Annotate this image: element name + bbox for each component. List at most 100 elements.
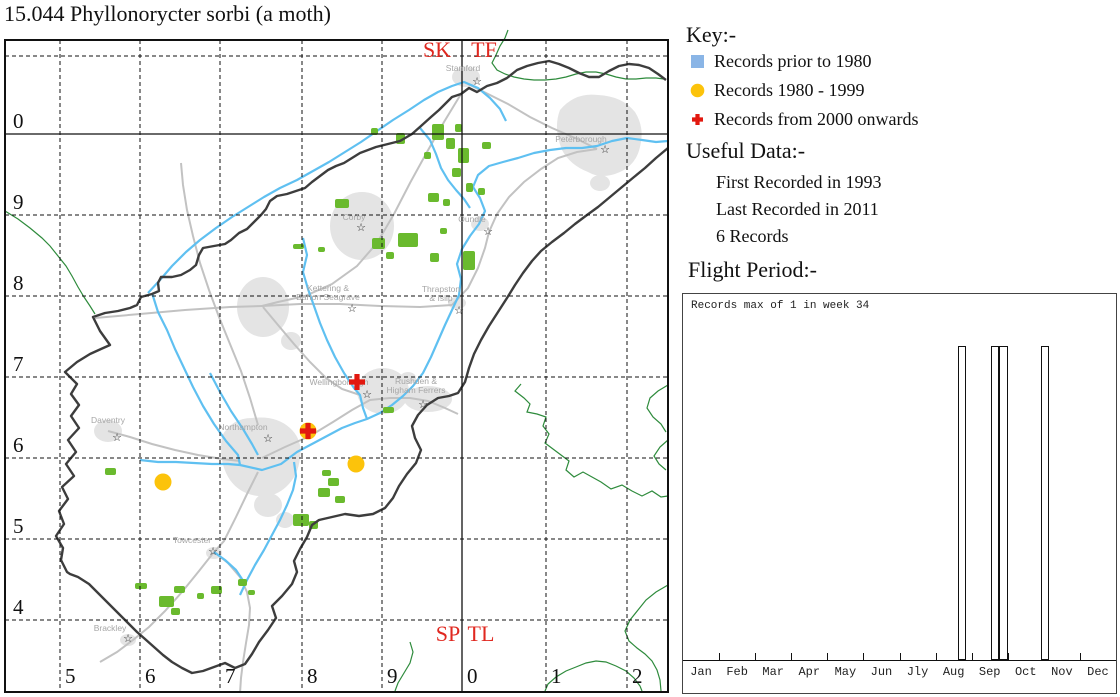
river-tove <box>239 461 298 596</box>
row-label: 0 <box>13 109 24 133</box>
urban-area <box>254 493 282 517</box>
urban-brackley <box>120 634 136 646</box>
green-boundary <box>394 641 414 692</box>
urban-stamford <box>452 67 480 87</box>
row-label: 7 <box>13 352 24 376</box>
month-label: Jly <box>906 665 929 679</box>
town-star-icon: ☆ <box>483 226 493 238</box>
record-marker-2000-onwards <box>300 423 316 439</box>
flight-period-heading: Flight Period:- <box>688 257 817 282</box>
county-boundary-path <box>54 59 669 675</box>
grid-labels-layer: 0 9 8 7 6 5 4 5 6 7 8 9 0 1 2 SK TF SP TL <box>13 37 643 688</box>
river-branch <box>139 458 241 467</box>
town-star-icon: ☆ <box>472 76 482 88</box>
record-marker-1980-1999 <box>154 473 172 491</box>
town-star-icon: ☆ <box>347 303 357 315</box>
flight-bar-week-38 <box>991 346 1000 660</box>
urban-area <box>400 372 416 384</box>
month-tick <box>755 653 757 660</box>
useful-data-heading: Useful Data:- <box>686 138 806 163</box>
row-label: 9 <box>13 190 24 214</box>
green-boundary <box>491 29 665 81</box>
col-label: 1 <box>551 664 562 688</box>
urban-areas-layer <box>94 67 642 646</box>
town-label: Higham Ferrers <box>386 385 445 395</box>
town-label: Northampton <box>218 422 267 432</box>
month-label: Dec <box>1087 665 1109 679</box>
road <box>180 162 259 426</box>
town-star-icon: ☆ <box>112 432 122 444</box>
flight-chart-note: Records max of 1 in week 34 <box>691 300 870 312</box>
map-frame <box>4 39 669 693</box>
grid-letter-SP: SP <box>436 621 460 646</box>
row-label: 8 <box>13 271 24 295</box>
town-star-icon: ☆ <box>263 433 273 445</box>
blue-square-icon <box>691 55 704 68</box>
col-label: 2 <box>632 664 643 688</box>
record-count-line: 6 Records <box>716 226 789 246</box>
town-star-icon: ☆ <box>356 222 366 234</box>
grid-letter-TL: TL <box>468 621 495 646</box>
month-tick <box>899 653 901 660</box>
row-label: 4 <box>13 595 24 619</box>
town-label: Towcester <box>173 535 211 545</box>
month-tick <box>719 653 721 660</box>
road <box>107 430 241 462</box>
col-label: 8 <box>307 664 318 688</box>
town-label: Rushden & <box>395 376 437 386</box>
green-boundary <box>653 439 669 471</box>
town-label: Wellingborough <box>310 377 369 387</box>
town-star-icon: ☆ <box>123 633 133 645</box>
page-title: 15.044 Phyllonorycter sorbi (a moth) <box>4 1 331 26</box>
grid-layer <box>5 40 668 692</box>
river-nene <box>239 136 669 472</box>
month-label: Oct <box>1014 665 1037 679</box>
col-label: 5 <box>65 664 76 688</box>
road <box>213 551 252 694</box>
records-layer <box>154 374 365 491</box>
town-label: Peterborough <box>555 134 607 144</box>
row-label: 5 <box>13 514 24 538</box>
key-item-label: Records from 2000 onwards <box>714 109 919 129</box>
month-label: Feb <box>726 665 748 679</box>
town-label: Thrapston <box>422 284 461 294</box>
month-tick <box>791 653 793 660</box>
river-welland <box>147 80 507 294</box>
town-label: Kettering & <box>307 283 349 293</box>
month-label: Jan <box>690 665 712 679</box>
river-ise <box>301 237 369 420</box>
month-label: Jun <box>870 665 893 679</box>
woodland-layer <box>105 124 491 615</box>
urban-peterborough <box>556 94 642 176</box>
road <box>94 303 453 319</box>
river-branch <box>209 372 259 456</box>
key-item-label: Records prior to 1980 <box>714 51 872 71</box>
key-heading: Key:- <box>686 22 737 47</box>
town-label: Stamford <box>446 63 481 73</box>
urban-northampton <box>221 417 301 497</box>
river-willow-brook <box>419 127 471 209</box>
flight-chart-axis <box>683 660 1116 661</box>
month-label: May <box>834 665 857 679</box>
red-cross-icon <box>692 114 703 125</box>
road <box>99 471 259 663</box>
month-tick <box>863 653 865 660</box>
green-boundary <box>514 383 669 498</box>
record-marker-1980-1999 <box>347 455 365 473</box>
month-label: Nov <box>1051 665 1073 679</box>
river-branch <box>150 292 242 466</box>
road <box>467 83 598 150</box>
river-branch <box>213 551 245 583</box>
town-label: Barton Seagrave <box>296 292 360 302</box>
key-item-1980-1999: Records 1980 - 1999 <box>690 80 864 101</box>
record-marker-2000-onwards <box>349 374 365 390</box>
road <box>262 306 361 396</box>
map-border <box>4 39 669 693</box>
col-label: 7 <box>225 664 236 688</box>
flight-period-chart: Records max of 1 in week 34 Jan Feb Mar Apr… <box>682 293 1117 694</box>
green-boundary <box>544 660 643 692</box>
month-label: Sep <box>978 665 1001 679</box>
row-label: 6 <box>13 433 24 457</box>
key-item-label: Records 1980 - 1999 <box>714 80 865 100</box>
